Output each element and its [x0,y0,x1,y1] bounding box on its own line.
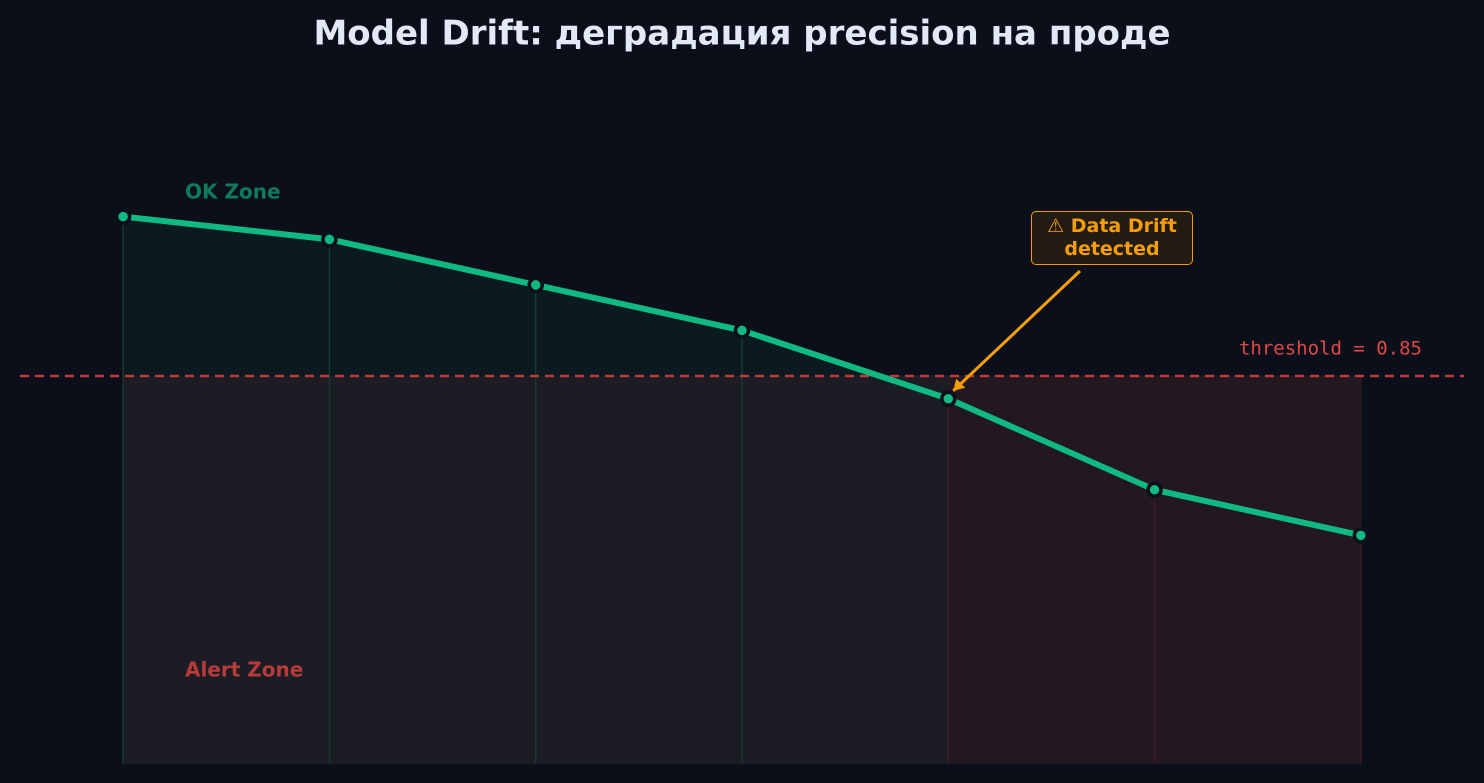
annotation-arrowhead [953,378,966,391]
ok-zone-label: OK Zone [185,180,281,204]
annotation-arrow [952,269,1082,392]
point [940,390,957,407]
point [321,231,338,248]
threshold-label: threshold = 0.85 [1239,337,1422,359]
chart-title: Model Drift: деградация precision на про… [313,14,1170,54]
point [733,322,751,339]
ok-area [123,216,1361,376]
point [1352,527,1370,544]
alert-zone-label: Alert Zone [185,658,303,682]
point [527,276,544,294]
point [114,208,132,225]
point [1146,481,1163,499]
annotation: ⚠ Data Drift detected [1031,211,1193,265]
